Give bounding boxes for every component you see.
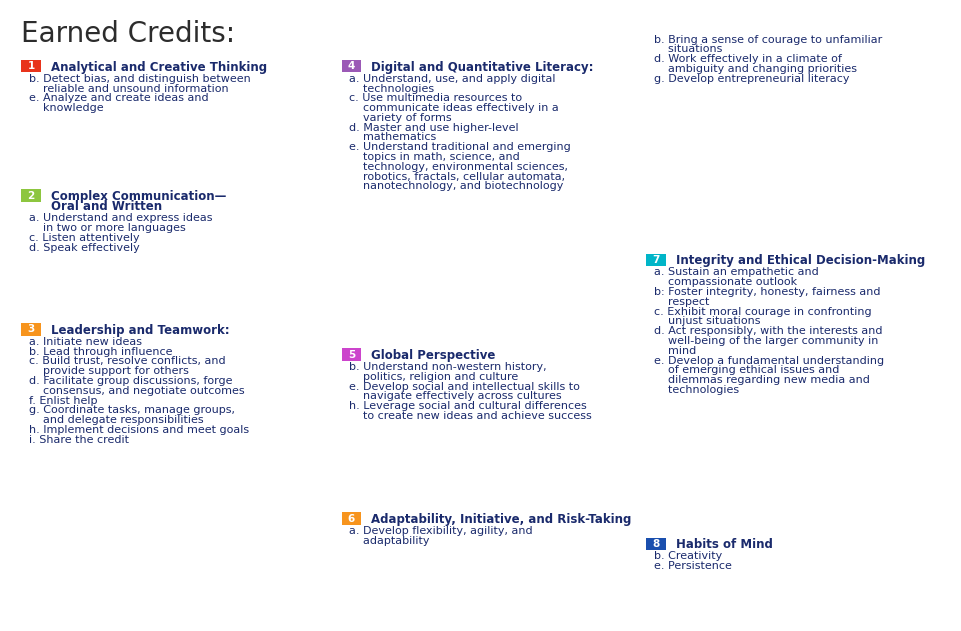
Text: robotics, fractals, cellular automata,: robotics, fractals, cellular automata, [349, 172, 565, 182]
Text: topics in math, science, and: topics in math, science, and [349, 152, 519, 162]
Text: 4: 4 [348, 61, 355, 71]
Text: adaptability: adaptability [349, 536, 430, 546]
Text: 6: 6 [348, 514, 355, 524]
Text: technology, environmental sciences,: technology, environmental sciences, [349, 162, 568, 172]
FancyBboxPatch shape [646, 254, 666, 266]
Text: Global Perspective: Global Perspective [371, 349, 495, 362]
FancyBboxPatch shape [21, 189, 41, 202]
Text: c. Listen attentively: c. Listen attentively [29, 233, 139, 243]
FancyBboxPatch shape [646, 538, 666, 550]
Text: 8: 8 [653, 539, 659, 549]
Text: b. Detect bias, and distinguish between: b. Detect bias, and distinguish between [29, 74, 251, 84]
Text: e. Analyze and create ideas and: e. Analyze and create ideas and [29, 93, 209, 103]
Text: unjust situations: unjust situations [653, 316, 760, 326]
Text: politics, religion and culture: politics, religion and culture [349, 372, 518, 382]
Text: 2: 2 [28, 191, 35, 201]
Text: a. Understand, use, and apply digital: a. Understand, use, and apply digital [349, 74, 555, 84]
FancyBboxPatch shape [341, 348, 361, 361]
Text: b. Creativity: b. Creativity [653, 551, 722, 562]
Text: a. Initiate new ideas: a. Initiate new ideas [29, 337, 141, 347]
Text: 1: 1 [28, 61, 35, 71]
Text: Analytical and Creative Thinking: Analytical and Creative Thinking [51, 61, 266, 74]
Text: variety of forms: variety of forms [349, 113, 452, 123]
Text: c. Exhibit moral courage in confronting: c. Exhibit moral courage in confronting [653, 307, 871, 317]
Text: b: Foster integrity, honesty, fairness and: b: Foster integrity, honesty, fairness a… [653, 287, 879, 297]
Text: technologies: technologies [653, 385, 738, 395]
Text: mind: mind [653, 346, 696, 356]
FancyBboxPatch shape [21, 323, 41, 336]
Text: provide support for others: provide support for others [29, 366, 188, 376]
Text: a. Understand and express ideas: a. Understand and express ideas [29, 213, 212, 223]
Text: situations: situations [653, 44, 722, 54]
Text: nanotechnology, and biotechnology: nanotechnology, and biotechnology [349, 181, 563, 191]
Text: 3: 3 [28, 324, 35, 334]
Text: i. Share the credit: i. Share the credit [29, 435, 129, 445]
Text: well-being of the larger community in: well-being of the larger community in [653, 336, 877, 346]
Text: dilemmas regarding new media and: dilemmas regarding new media and [653, 375, 869, 385]
Text: e. Develop a fundamental understanding: e. Develop a fundamental understanding [653, 355, 883, 365]
Text: g. Coordinate tasks, manage groups,: g. Coordinate tasks, manage groups, [29, 405, 234, 415]
Text: 7: 7 [653, 255, 659, 265]
FancyBboxPatch shape [341, 60, 361, 73]
Text: reliable and unsound information: reliable and unsound information [29, 83, 229, 93]
Text: and delegate responsibilities: and delegate responsibilities [29, 415, 204, 425]
Text: navigate effectively across cultures: navigate effectively across cultures [349, 391, 561, 401]
Text: b. Bring a sense of courage to unfamiliar: b. Bring a sense of courage to unfamilia… [653, 35, 881, 45]
FancyBboxPatch shape [21, 60, 41, 73]
Text: Leadership and Teamwork:: Leadership and Teamwork: [51, 324, 229, 337]
Text: respect: respect [653, 297, 709, 307]
Text: technologies: technologies [349, 83, 433, 93]
Text: c. Use multimedia resources to: c. Use multimedia resources to [349, 93, 522, 103]
Text: d. Work effectively in a climate of: d. Work effectively in a climate of [653, 54, 841, 64]
Text: Adaptability, Initiative, and Risk-Taking: Adaptability, Initiative, and Risk-Takin… [371, 513, 630, 526]
Text: g. Develop entrepreneurial literacy: g. Develop entrepreneurial literacy [653, 74, 849, 84]
Text: Complex Communication—: Complex Communication— [51, 190, 226, 203]
Text: 5: 5 [348, 350, 355, 360]
Text: Earned Credits:: Earned Credits: [21, 20, 235, 48]
Text: Oral and Written: Oral and Written [51, 200, 161, 213]
Text: in two or more languages: in two or more languages [29, 223, 185, 233]
Text: consensus, and negotiate outcomes: consensus, and negotiate outcomes [29, 386, 244, 396]
FancyBboxPatch shape [341, 512, 361, 525]
Text: b. Lead through influence: b. Lead through influence [29, 346, 172, 357]
Text: h. Implement decisions and meet goals: h. Implement decisions and meet goals [29, 425, 249, 435]
Text: a. Sustain an empathetic and: a. Sustain an empathetic and [653, 268, 818, 278]
Text: communicate ideas effectively in a: communicate ideas effectively in a [349, 103, 558, 113]
Text: to create new ideas and achieve success: to create new ideas and achieve success [349, 411, 591, 421]
Text: e. Develop social and intellectual skills to: e. Develop social and intellectual skill… [349, 382, 579, 392]
Text: Habits of Mind: Habits of Mind [676, 538, 772, 551]
Text: d. Facilitate group discussions, forge: d. Facilitate group discussions, forge [29, 376, 233, 386]
Text: h. Leverage social and cultural differences: h. Leverage social and cultural differen… [349, 401, 586, 411]
Text: f. Enlist help: f. Enlist help [29, 396, 97, 406]
Text: e. Persistence: e. Persistence [653, 561, 731, 571]
Text: d. Master and use higher-level: d. Master and use higher-level [349, 122, 518, 133]
Text: knowledge: knowledge [29, 103, 104, 113]
Text: ambiguity and changing priorities: ambiguity and changing priorities [653, 64, 856, 74]
Text: Digital and Quantitative Literacy:: Digital and Quantitative Literacy: [371, 61, 593, 74]
Text: c. Build trust, resolve conflicts, and: c. Build trust, resolve conflicts, and [29, 357, 225, 367]
Text: Integrity and Ethical Decision-Making: Integrity and Ethical Decision-Making [676, 254, 924, 268]
Text: of emerging ethical issues and: of emerging ethical issues and [653, 365, 839, 375]
Text: a. Develop flexibility, agility, and: a. Develop flexibility, agility, and [349, 526, 532, 536]
Text: d. Speak effectively: d. Speak effectively [29, 243, 139, 253]
Text: e. Understand traditional and emerging: e. Understand traditional and emerging [349, 142, 571, 152]
Text: mathematics: mathematics [349, 133, 436, 143]
Text: b. Understand non-western history,: b. Understand non-western history, [349, 362, 546, 372]
Text: compassionate outlook: compassionate outlook [653, 277, 797, 287]
Text: d. Act responsibly, with the interests and: d. Act responsibly, with the interests a… [653, 326, 882, 336]
